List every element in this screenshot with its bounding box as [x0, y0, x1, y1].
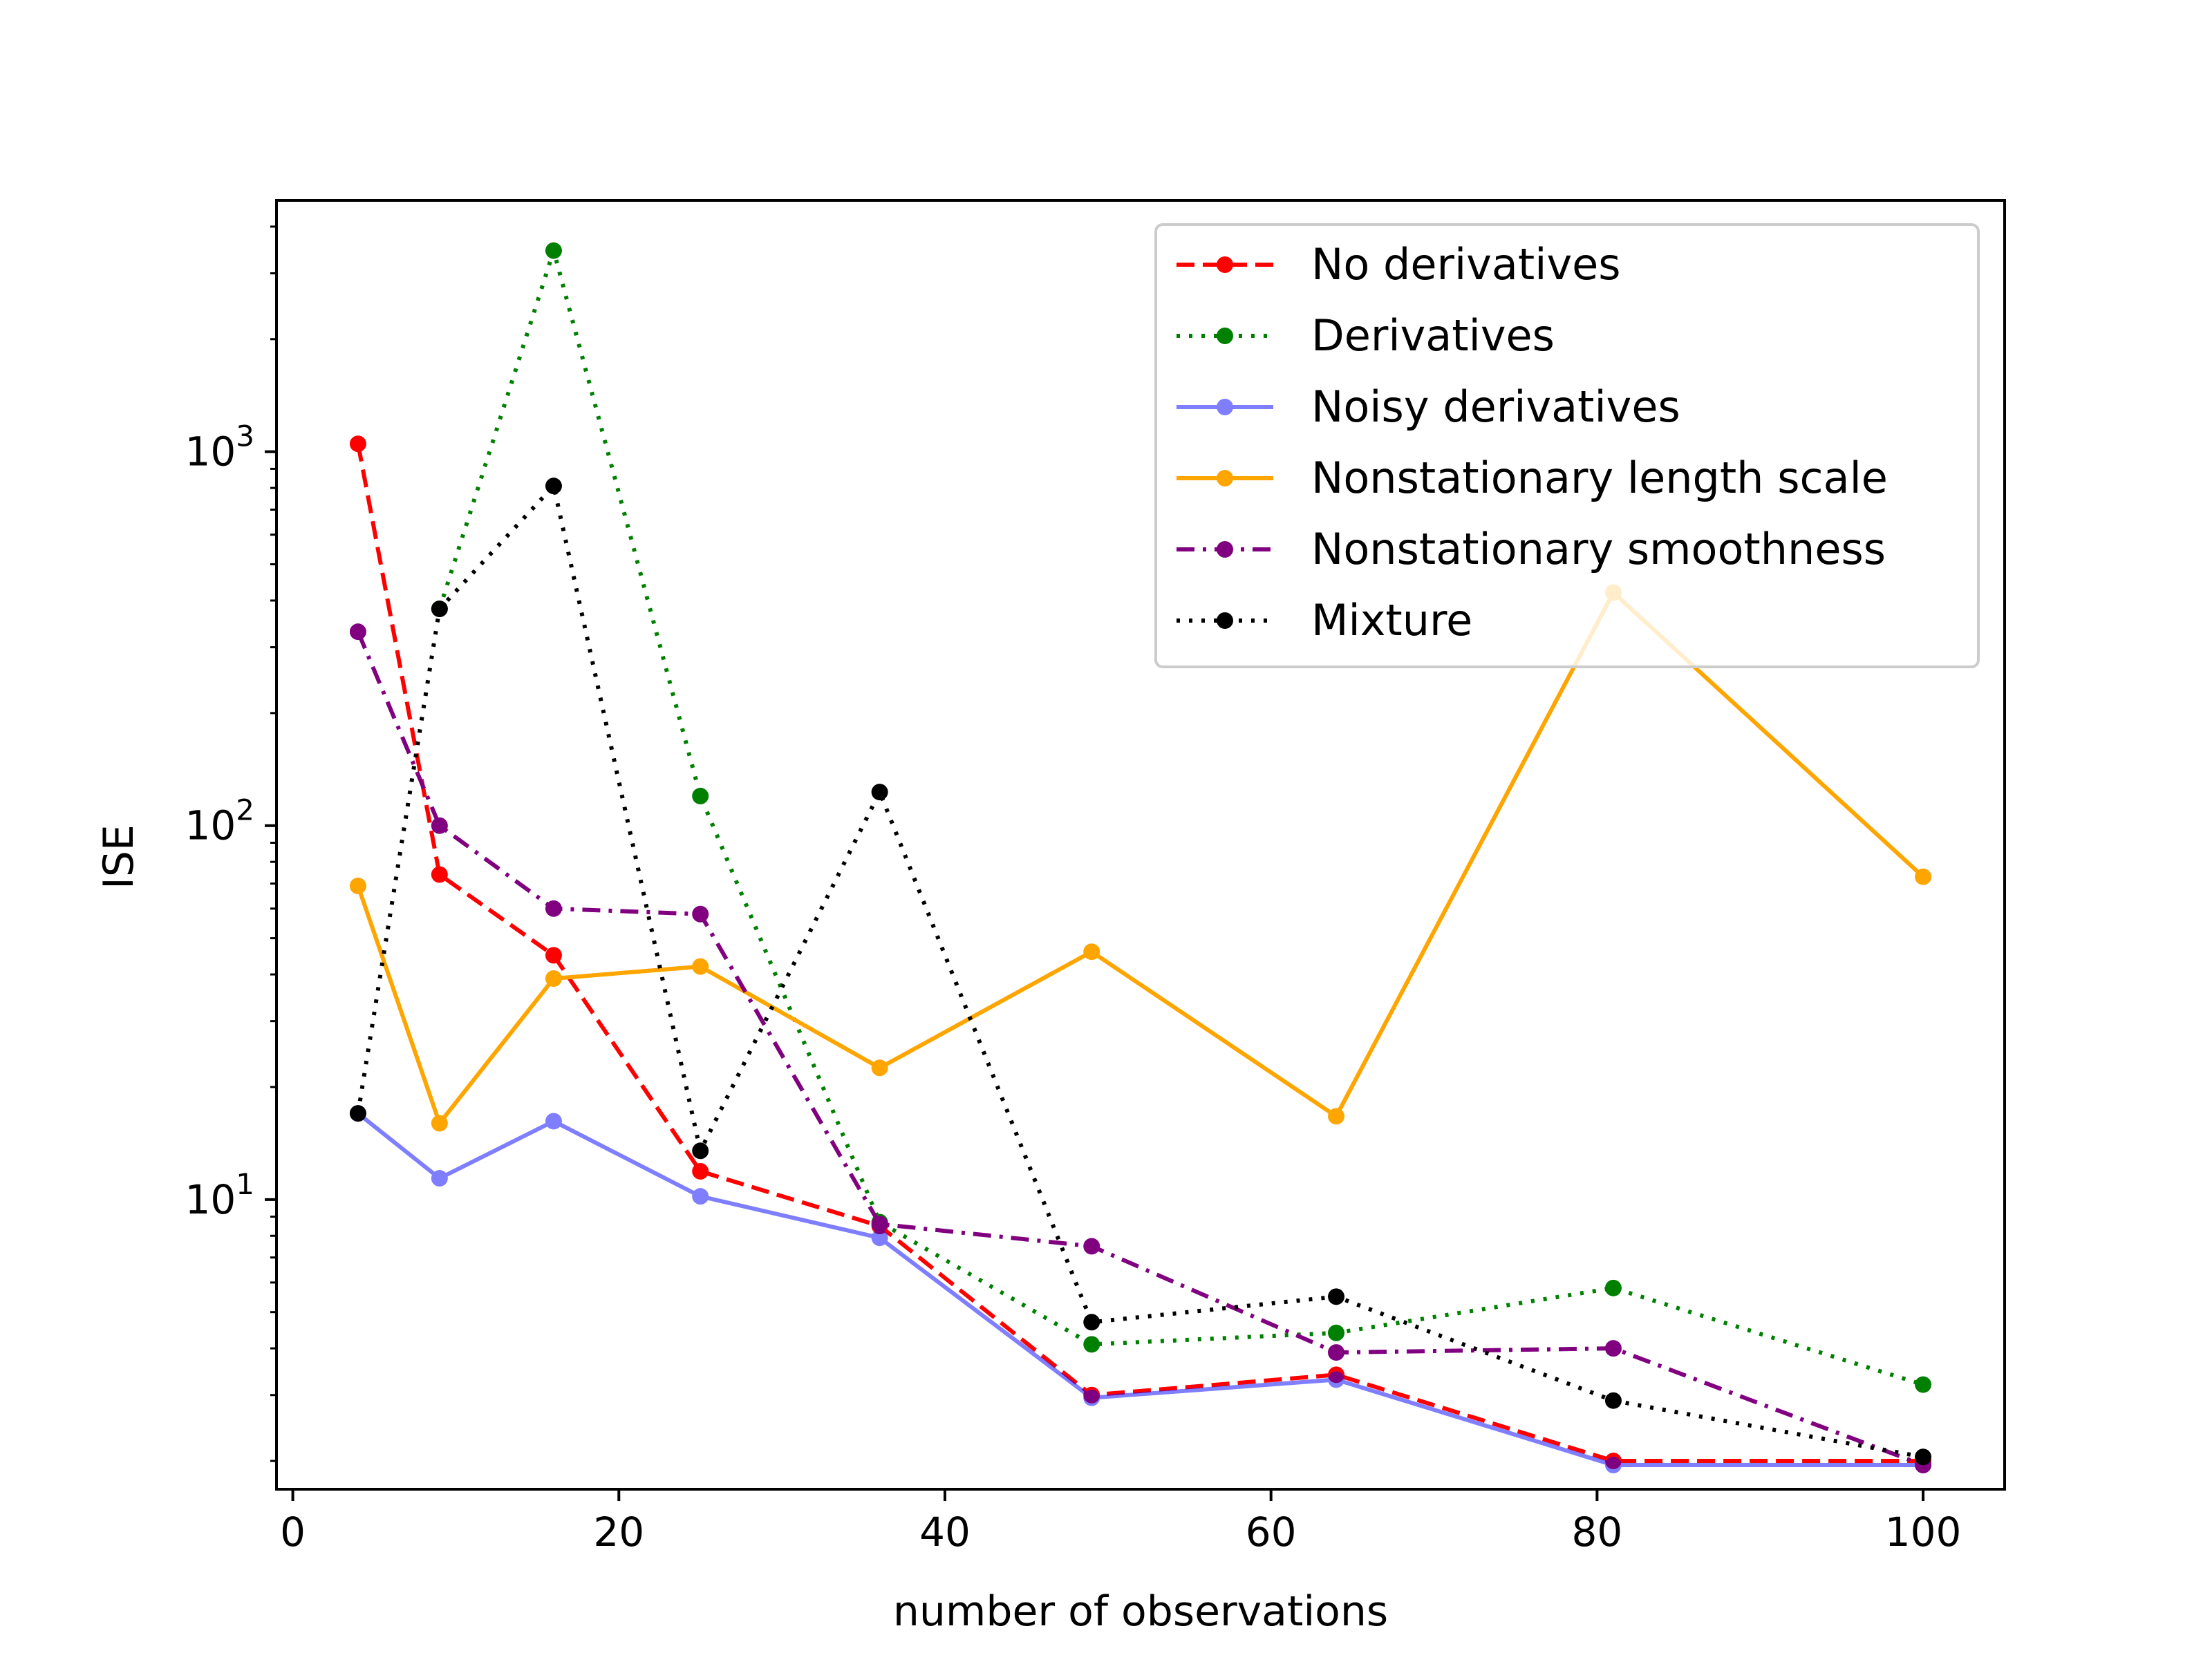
- legend-entry-nonstationary-smoothness: [1177, 541, 1273, 558]
- x-tick-label: 20: [593, 1509, 644, 1556]
- data-point-mixture: [545, 478, 562, 495]
- data-point-noisy-derivatives: [1604, 1456, 1622, 1473]
- y-tick-label: 101: [185, 1167, 254, 1223]
- data-point-nonstationary-smoothness: [545, 900, 562, 917]
- legend-entry-no-derivatives: [1177, 256, 1273, 273]
- data-point-no-derivatives: [545, 947, 562, 964]
- data-point-nonstationary-smoothness: [871, 1216, 888, 1233]
- legend-entry-mixture: [1177, 612, 1273, 629]
- data-point-noisy-derivatives: [1083, 1389, 1100, 1406]
- x-tick-label: 80: [1571, 1509, 1622, 1556]
- data-point-nonstationary-smoothness: [349, 623, 366, 641]
- series-line-nonstationary-smoothness: [356, 631, 1924, 1467]
- data-point-nonstationary-length-scale: [1915, 868, 1932, 885]
- plot-area: [349, 242, 1932, 1473]
- legend-marker: [1217, 256, 1233, 273]
- x-tick-label: 60: [1246, 1509, 1297, 1556]
- data-point-derivatives: [692, 787, 709, 804]
- data-point-mixture: [1604, 1392, 1622, 1409]
- legend-entry-nonstationary-length-scale: [1177, 470, 1273, 487]
- legend-label: Derivatives: [1311, 310, 1555, 361]
- legend-entry-noisy-derivatives: [1177, 399, 1273, 415]
- data-point-derivatives: [1915, 1376, 1932, 1393]
- data-point-mixture: [871, 784, 888, 801]
- data-point-nonstationary-length-scale: [871, 1059, 888, 1077]
- data-point-no-derivatives: [349, 435, 366, 453]
- data-point-derivatives: [1328, 1324, 1345, 1341]
- data-point-nonstationary-smoothness: [1328, 1344, 1345, 1361]
- y-tick-label: 103: [185, 419, 254, 475]
- data-point-noisy-derivatives: [871, 1229, 888, 1247]
- data-point-noisy-derivatives: [692, 1188, 709, 1205]
- data-point-noisy-derivatives: [431, 1170, 448, 1187]
- data-point-nonstationary-length-scale: [349, 877, 366, 894]
- legend-label: Mixture: [1311, 595, 1472, 645]
- legend-label: Noisy derivatives: [1311, 381, 1680, 432]
- data-point-nonstationary-length-scale: [545, 970, 562, 988]
- data-point-nonstationary-smoothness: [1604, 1340, 1622, 1357]
- axes: 0 20 40 60 80 100 101 102 103: [185, 199, 2006, 1556]
- plot-frame: [275, 199, 2006, 1491]
- data-point-mixture: [1915, 1448, 1932, 1466]
- data-point-no-derivatives: [431, 866, 448, 883]
- data-point-noisy-derivatives: [545, 1113, 562, 1130]
- x-tick-label: 0: [280, 1509, 306, 1556]
- data-point-nonstationary-length-scale: [1083, 943, 1100, 961]
- data-point-nonstationary-length-scale: [692, 958, 709, 975]
- y-axis-label: ISE: [95, 824, 143, 889]
- legend-label: Nonstationary length scale: [1311, 453, 1888, 503]
- x-tick-label: 40: [919, 1509, 971, 1556]
- data-point-noisy-derivatives: [1328, 1371, 1345, 1388]
- data-point-no-derivatives: [692, 1162, 709, 1180]
- legend-marker: [1217, 470, 1233, 487]
- x-tick-label: 100: [1885, 1509, 1962, 1556]
- data-point-mixture: [1328, 1288, 1345, 1305]
- legend-marker: [1217, 399, 1233, 415]
- data-point-nonstationary-length-scale: [431, 1115, 448, 1132]
- data-point-mixture: [431, 601, 448, 618]
- legend: No derivatives Derivatives Noisy derivativ…: [1154, 223, 1980, 668]
- legend-box: [1154, 223, 1980, 668]
- data-point-nonstationary-length-scale: [1328, 1108, 1345, 1125]
- data-point-nonstationary-smoothness: [1083, 1238, 1100, 1255]
- data-point-mixture: [692, 1142, 709, 1160]
- data-point-nonstationary-smoothness: [692, 905, 709, 923]
- data-point-derivatives: [1083, 1336, 1100, 1353]
- legend-marker: [1217, 541, 1233, 558]
- series-mixture: [349, 478, 1932, 1466]
- data-point-mixture: [349, 1105, 366, 1122]
- legend-label: Nonstationary smoothness: [1311, 524, 1886, 574]
- legend-marker: [1217, 328, 1233, 344]
- y-tick-label: 102: [185, 793, 254, 849]
- series-line-mixture: [355, 484, 1924, 1460]
- legend-label: No derivatives: [1311, 239, 1621, 290]
- x-axis-label: number of observations: [893, 1587, 1388, 1636]
- legend-marker: [1217, 612, 1233, 629]
- data-point-derivatives: [545, 242, 562, 259]
- data-point-derivatives: [1604, 1279, 1622, 1296]
- legend-entry-derivatives: [1177, 328, 1273, 344]
- data-point-mixture: [1083, 1314, 1100, 1331]
- data-point-nonstationary-smoothness: [431, 817, 448, 834]
